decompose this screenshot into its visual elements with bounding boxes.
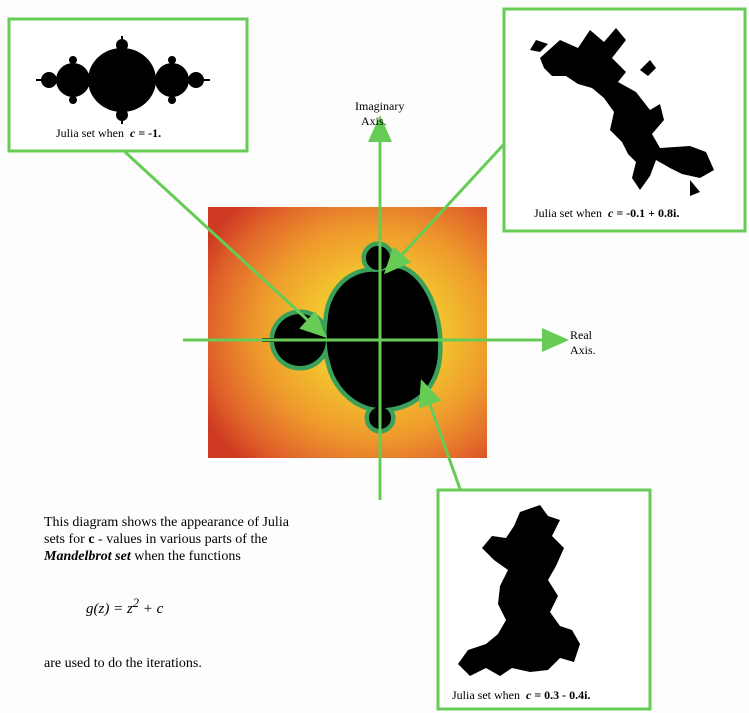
text: c (88, 532, 94, 547)
diagram: Imaginary Axis. Real Axis. Julia set whe… (0, 0, 749, 713)
caption-value: = -1. (138, 126, 161, 140)
formula-exponent: 2 (133, 596, 139, 610)
text: when the functions (134, 549, 241, 564)
label-line: Axis. (355, 114, 404, 129)
formula: g(z) = z2 + c (86, 596, 163, 618)
description-closing: are used to do the iterations. (44, 656, 202, 672)
label-line: Real (570, 328, 596, 343)
caption-text: Julia set when (534, 206, 602, 220)
caption: Julia set when c = -1. (56, 126, 161, 141)
formula-text: + c (143, 601, 164, 617)
caption-text: Julia set when (56, 126, 124, 140)
formula-text: g(z) = z (86, 601, 133, 617)
caption: Julia set when c = -0.1 + 0.8i. (534, 206, 679, 221)
caption-var: c (608, 206, 613, 220)
mandelbrot-image (208, 207, 487, 458)
description: This diagram shows the appearance of Jul… (44, 514, 306, 565)
imaginary-axis-label: Imaginary Axis. (355, 99, 404, 129)
label-line: Axis. (570, 343, 596, 358)
caption-value: = 0.3 - 0.4i. (534, 688, 590, 702)
label-line: Imaginary (355, 99, 404, 114)
caption-var: c (526, 688, 531, 702)
caption: Julia set when c = 0.3 - 0.4i. (452, 688, 591, 703)
caption-var: c (130, 126, 135, 140)
text: - values in various parts of the (98, 532, 268, 547)
caption-value: = -0.1 + 0.8i. (616, 206, 679, 220)
text: Mandelbrot set (44, 549, 131, 564)
real-axis-label: Real Axis. (570, 328, 596, 358)
caption-text: Julia set when (452, 688, 520, 702)
